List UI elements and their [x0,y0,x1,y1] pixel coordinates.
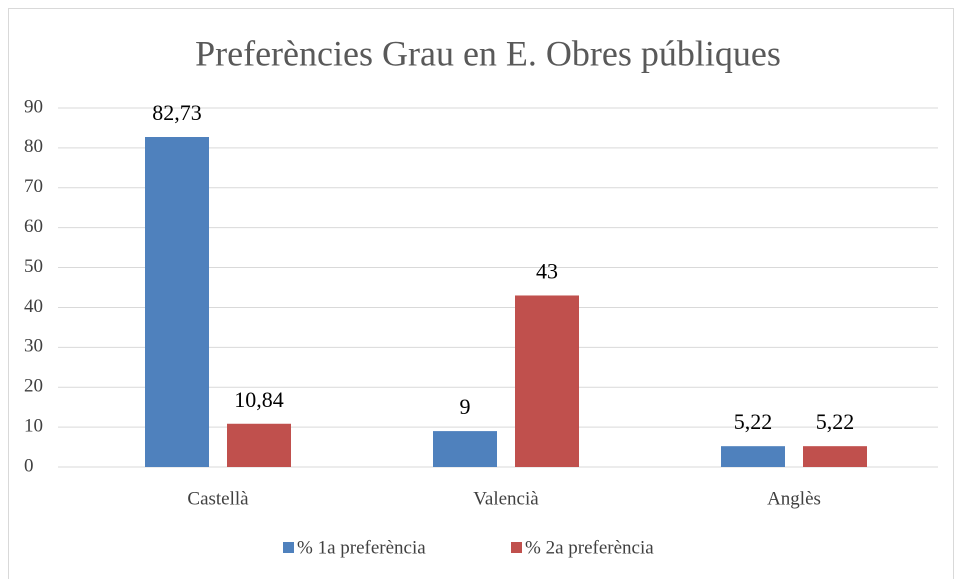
y-tick-label: 70 [24,176,43,197]
y-tick-label: 40 [24,296,43,317]
data-label: 9 [460,394,471,419]
bar [803,446,867,467]
bar [227,423,291,467]
legend-label: % 2a preferència [525,537,654,558]
y-tick-label: 10 [24,415,43,436]
legend-swatch [283,542,294,553]
data-label: 5,22 [734,409,773,434]
x-tick-label: Valencià [473,488,539,509]
legend-swatch [511,542,522,553]
y-tick-label: 80 [24,136,43,157]
bar [515,295,579,467]
y-tick-label: 30 [24,336,43,357]
bar [145,136,209,468]
data-label: 43 [536,259,558,284]
data-label: 10,84 [234,387,284,412]
chart-title: Preferències Grau en E. Obres públiques [195,33,781,73]
legend-label: % 1a preferència [297,537,426,558]
y-tick-label: 60 [24,216,43,237]
data-label: 82,73 [152,100,202,125]
data-label: 5,22 [816,409,855,434]
x-tick-label: Anglès [767,488,821,509]
bar [433,431,497,467]
bar [721,446,785,467]
x-tick-label: Castellà [187,488,249,509]
y-tick-label: 90 [24,96,43,117]
y-tick-label: 20 [24,376,43,397]
y-tick-label: 0 [24,455,34,476]
y-tick-label: 50 [24,256,43,277]
